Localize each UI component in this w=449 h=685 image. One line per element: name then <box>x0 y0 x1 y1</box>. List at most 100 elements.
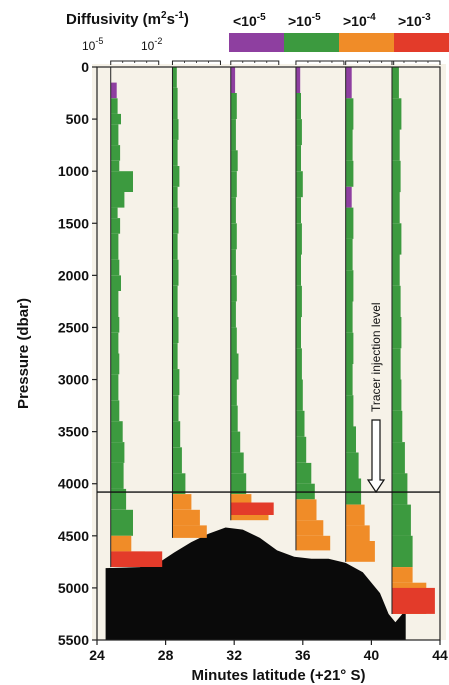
profile-6 <box>391 67 435 614</box>
legend-swatch-2 <box>284 33 339 52</box>
seafloor-topography <box>105 527 406 640</box>
legend-swatch-3 <box>339 33 394 52</box>
profile-6-segment-3 <box>392 129 400 161</box>
profile-5-segment-18 <box>345 541 375 562</box>
profile-6-segment-4 <box>392 160 401 193</box>
profile-3-segment-4 <box>230 150 238 172</box>
profile-5-segment-6 <box>345 207 354 239</box>
profile-6-segment-7 <box>392 254 400 286</box>
profile-4-segment-10 <box>295 317 301 349</box>
profile-5-segment-1 <box>345 67 352 99</box>
profile-4-segment-18 <box>295 520 324 536</box>
profile-1-segment-12 <box>110 233 119 260</box>
profile-4-segment-8 <box>295 254 301 286</box>
legend-swatch-1 <box>229 33 284 52</box>
profile-1-segment-20 <box>110 400 120 422</box>
legend-label-1: <10-5 <box>233 12 266 29</box>
y-tick-label: 0 <box>81 59 89 75</box>
profile-5 <box>345 67 375 562</box>
profile-4 <box>295 67 331 551</box>
profile-4-segment-11 <box>295 348 302 380</box>
profile-2-segment-2 <box>172 87 178 120</box>
profile-6-segment-5 <box>392 192 400 224</box>
legend-label-3: >10-4 <box>343 12 376 29</box>
profile-3-segment-9 <box>230 275 237 302</box>
profile-4-segment-19 <box>295 535 331 551</box>
scale-label-2: 10-2 <box>141 36 162 53</box>
profile-1-segment-23 <box>110 462 124 489</box>
profile-5-segment-12 <box>345 395 354 427</box>
profile-1-segment-1 <box>110 67 114 78</box>
x-axis-title: Minutes latitude (+21° S) <box>192 667 366 684</box>
y-tick-label: 3000 <box>58 372 89 388</box>
profile-3-segment-1 <box>230 67 236 93</box>
y-tick-label: 500 <box>66 111 90 127</box>
profile-3-segment-3 <box>230 119 236 151</box>
profile-1-segment-18 <box>110 353 120 375</box>
profile-4-segment-17 <box>295 499 317 521</box>
profile-6-segment-2 <box>392 98 402 130</box>
profile-3-segment-14 <box>230 405 238 432</box>
profile-6-segment-8 <box>392 285 401 318</box>
profile-1-segment-3 <box>110 98 118 114</box>
profile-3-segment-7 <box>230 223 237 250</box>
profile-1-segment-15 <box>110 291 119 317</box>
profile-2 <box>171 67 207 538</box>
profile-4-segment-4 <box>295 145 301 172</box>
profile-1 <box>110 67 163 568</box>
plot-background <box>92 64 446 640</box>
profile-3 <box>230 67 274 521</box>
profile-1-segment-13 <box>110 259 120 276</box>
y-tick-label: 4000 <box>58 476 89 492</box>
legend-label-4: >10-3 <box>398 12 431 29</box>
profile-5-segment-7 <box>345 238 353 271</box>
profile-3-segment-15 <box>230 431 241 453</box>
y-tick-label: 3500 <box>58 424 89 440</box>
profile-3-segment-12 <box>230 353 239 380</box>
profile-5-segment-3 <box>345 129 353 161</box>
profile-4-segment-6 <box>295 197 301 224</box>
profile-1-segment-10 <box>110 207 118 218</box>
profile-6-segment-1 <box>392 67 399 99</box>
profile-5-segment-2 <box>345 98 354 130</box>
profile-5-segment-13 <box>345 426 356 453</box>
tracer-injection-label: Tracer injection level <box>369 302 383 412</box>
profile-5-segment-17 <box>345 525 370 541</box>
profile-4-segment-5 <box>295 171 303 198</box>
profile-4-segment-1 <box>295 67 301 93</box>
profile-5-segment-14 <box>345 452 359 479</box>
profile-2-segment-16 <box>172 447 182 474</box>
injection-arrow-icon <box>366 419 386 494</box>
profile-2-segment-5 <box>172 166 180 187</box>
profile-2-segment-17 <box>172 473 186 495</box>
profile-3-segment-5 <box>230 171 237 198</box>
profile-5-segment-5 <box>345 186 352 208</box>
profile-1-segment-6 <box>110 145 121 161</box>
profile-6-segment-12 <box>392 410 403 443</box>
profile-2-segment-4 <box>172 139 178 166</box>
profile-5-segment-16 <box>345 504 365 526</box>
y-tick-label: 1500 <box>58 215 89 231</box>
profile-2-segment-9 <box>172 259 179 286</box>
profile-2-segment-11 <box>172 317 179 343</box>
legend-swatch-4 <box>394 33 449 52</box>
profile-1-segment-4 <box>110 113 121 125</box>
profile-3-segment-13 <box>230 379 237 406</box>
profile-3-segment-6 <box>230 197 236 224</box>
profile-4-segment-7 <box>295 223 302 255</box>
y-tick-label: 5000 <box>58 580 89 596</box>
profile-3-segment-16 <box>230 452 244 474</box>
profile-1-segment-17 <box>110 332 119 354</box>
profile-1-segment-24 <box>110 488 127 510</box>
x-tick-label: 28 <box>158 647 174 663</box>
y-axis-title: Pressure (dbar) <box>15 298 32 409</box>
profile-6-segment-15 <box>392 504 411 536</box>
profile-2-segment-15 <box>172 421 181 448</box>
profile-1-segment-14 <box>110 275 121 291</box>
profile-4-segment-15 <box>295 462 312 484</box>
profile-1-segment-2 <box>110 82 117 99</box>
plot-frame <box>96 66 441 641</box>
profile-1-segment-5 <box>110 124 119 146</box>
profile-1-segment-8 <box>110 171 133 192</box>
